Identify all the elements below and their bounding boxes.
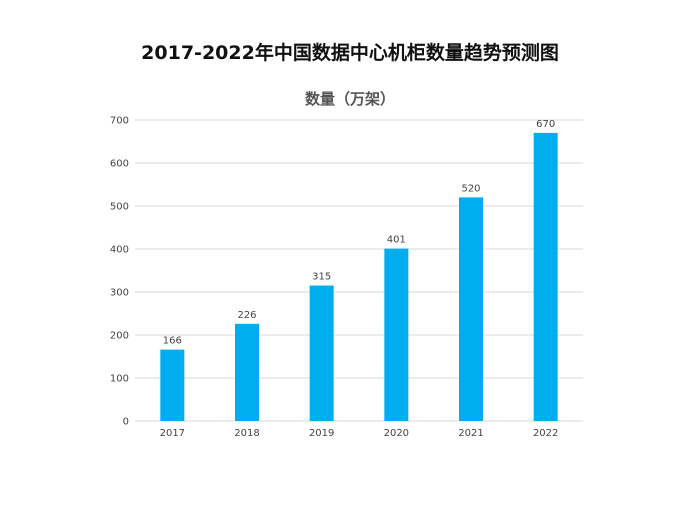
data-label: 226 — [237, 310, 256, 321]
data-label: 166 — [163, 336, 182, 347]
data-labels: 166 226 315 401 520 670 — [163, 119, 555, 347]
bar-2020 — [384, 248, 409, 421]
bar-2021 — [459, 197, 483, 421]
y-tick-label: 100 — [110, 374, 129, 385]
bar-2019 — [309, 285, 334, 421]
data-label: 401 — [387, 235, 406, 246]
x-tick-label: 2019 — [309, 428, 334, 439]
y-tick-label: 400 — [110, 245, 129, 256]
bar-2017 — [160, 349, 185, 421]
y-tick-label: 200 — [110, 331, 129, 342]
gridlines — [135, 119, 583, 422]
x-tick-label: 2017 — [160, 428, 185, 439]
data-label: 315 — [312, 272, 331, 283]
x-tick-label: 2022 — [533, 428, 558, 439]
x-tick-label: 2020 — [384, 428, 409, 439]
x-tick-label: 2018 — [234, 428, 259, 439]
bars — [160, 132, 558, 421]
y-tick-label: 600 — [110, 159, 129, 170]
page-title: 2017-2022年中国数据中心机柜数量趋势预测图 — [141, 42, 559, 64]
bar-2022 — [533, 132, 558, 421]
y-tick-label: 300 — [110, 288, 129, 299]
y-tick-label: 0 — [123, 417, 129, 428]
bar-2018 — [235, 323, 259, 421]
y-tick-label: 500 — [110, 202, 129, 213]
x-axis-ticks: 2017 2018 2019 2020 2021 2022 — [160, 428, 559, 439]
x-tick-label: 2021 — [458, 428, 483, 439]
chart-title: 数量（万架） — [304, 90, 395, 108]
y-axis-ticks: 0 100 200 300 400 500 600 700 — [110, 116, 129, 428]
data-label: 670 — [536, 119, 555, 130]
data-label: 520 — [461, 183, 480, 194]
y-tick-label: 700 — [110, 116, 129, 127]
